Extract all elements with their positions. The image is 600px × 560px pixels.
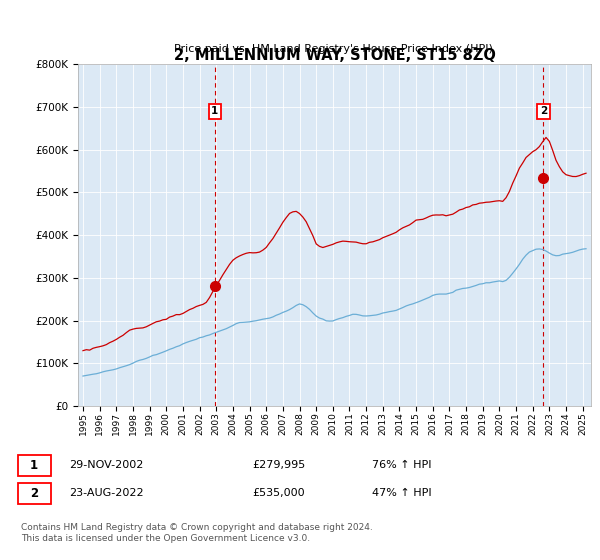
- Text: £535,000: £535,000: [252, 488, 305, 498]
- Text: 1: 1: [211, 106, 218, 116]
- Text: 2: 2: [540, 106, 547, 116]
- Text: 23-AUG-2022: 23-AUG-2022: [69, 488, 143, 498]
- Text: Contains HM Land Registry data © Crown copyright and database right 2024.
This d: Contains HM Land Registry data © Crown c…: [21, 524, 373, 543]
- Text: 76% ↑ HPI: 76% ↑ HPI: [372, 460, 431, 470]
- Text: £279,995: £279,995: [252, 460, 305, 470]
- Title: 2, MILLENNIUM WAY, STONE, ST15 8ZQ: 2, MILLENNIUM WAY, STONE, ST15 8ZQ: [173, 48, 496, 63]
- Text: 2: 2: [30, 487, 38, 500]
- Text: 29-NOV-2002: 29-NOV-2002: [69, 460, 143, 470]
- Text: Price paid vs. HM Land Registry's House Price Index (HPI): Price paid vs. HM Land Registry's House …: [173, 44, 493, 54]
- Text: 1: 1: [30, 459, 38, 472]
- Text: 47% ↑ HPI: 47% ↑ HPI: [372, 488, 431, 498]
